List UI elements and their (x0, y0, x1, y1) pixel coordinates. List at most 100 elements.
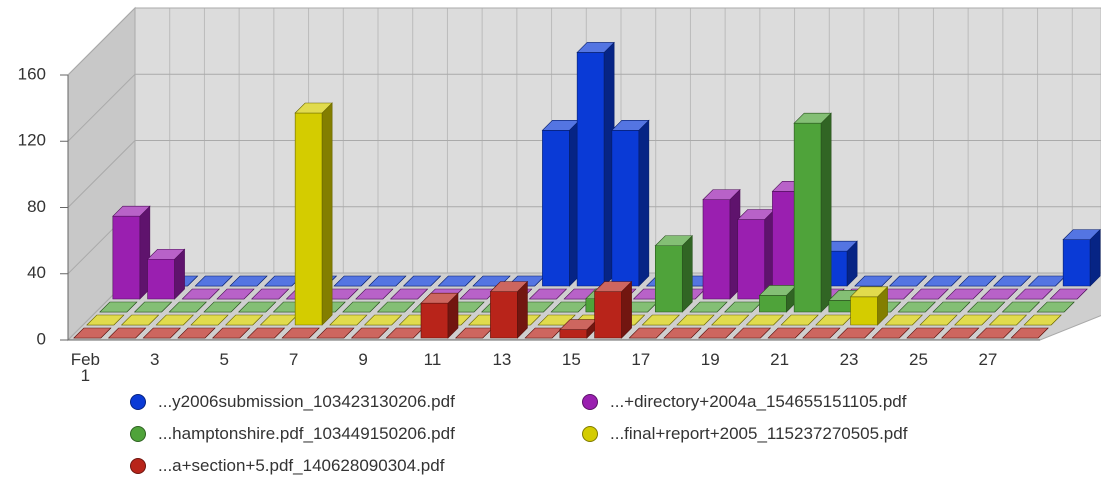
bar (142, 327, 182, 339)
legend-label: ...hamptonshire.pdf_103449150206.pdf (158, 424, 455, 443)
bar-face (1049, 288, 1088, 300)
bar (237, 301, 277, 313)
bar-face (681, 235, 693, 313)
x-tick-label: 27 (978, 350, 998, 369)
bar (654, 235, 694, 313)
bar-face (120, 314, 160, 326)
x-tick-label: 13 (492, 350, 512, 369)
bar (194, 275, 234, 287)
legend-swatch (130, 458, 146, 474)
bar (802, 327, 841, 339)
bar (958, 275, 997, 287)
bar-face (350, 327, 390, 339)
bar (489, 280, 529, 339)
legend-swatch (582, 426, 598, 442)
bar (576, 41, 615, 287)
grid-line (67, 73, 1101, 142)
x-tick-label: 5 (219, 350, 229, 369)
bar-face (793, 112, 832, 124)
bar-face (940, 327, 980, 339)
bar-face (211, 327, 251, 339)
bar-face (155, 314, 195, 326)
bar-face (850, 296, 878, 326)
bar-face (368, 275, 407, 287)
bar (628, 327, 668, 339)
bar-face (654, 245, 683, 313)
y-tick-label: 80 (27, 197, 46, 216)
bar (355, 288, 394, 300)
bar (906, 327, 945, 339)
bar (342, 301, 381, 313)
bar (133, 301, 173, 313)
bar-face (910, 288, 950, 300)
bar-face (107, 327, 147, 339)
bar-face (376, 301, 416, 313)
bar-face (420, 292, 459, 304)
bar (854, 275, 893, 287)
bar-face (945, 288, 984, 300)
bar-face (663, 327, 702, 339)
bar-face (871, 327, 911, 339)
bar (376, 301, 416, 313)
bar-face (802, 327, 841, 339)
x-tick-label: 17 (631, 350, 651, 369)
bar-face (490, 291, 518, 339)
bar (1062, 228, 1101, 287)
bar-face (194, 275, 234, 287)
bar (107, 327, 147, 339)
bar (871, 327, 911, 339)
bar-face (759, 295, 787, 313)
legend-label: ...y2006submission_103423130206.pdf (158, 392, 455, 411)
bar (1036, 301, 1075, 313)
legend-item: ...hamptonshire.pdf_103449150206.pdf (130, 424, 455, 444)
bar-face (250, 288, 290, 300)
bar-face (177, 327, 216, 339)
legend-item: ...final+report+2005_115237270505.pdf (582, 424, 907, 444)
legend-label: ...a+section+5.pdf_140628090304.pdf (158, 456, 445, 475)
y-tick-label: 120 (18, 131, 46, 150)
x-tick-label: 15 (561, 350, 581, 369)
bar (329, 314, 368, 326)
bar-face (333, 275, 372, 287)
bar-face (710, 314, 750, 326)
bar (1014, 288, 1054, 300)
bar (1023, 314, 1062, 326)
bar-face (133, 301, 173, 313)
bar-face (316, 327, 355, 339)
x-tick-label: 25 (909, 350, 928, 369)
y-tick-label: 40 (27, 263, 46, 282)
bar (611, 119, 650, 287)
bar (316, 327, 355, 339)
bar (1049, 288, 1088, 300)
bar (281, 327, 320, 339)
bar-face (654, 235, 694, 247)
bar-face (321, 102, 333, 326)
bar-face (958, 275, 997, 287)
bar-face (112, 215, 141, 300)
bar (641, 314, 681, 326)
x-tick-label: 21 (770, 350, 790, 369)
bar (979, 288, 1019, 300)
bar (945, 288, 984, 300)
bar-face (992, 275, 1032, 287)
bar-face (793, 122, 822, 313)
bar (988, 314, 1028, 326)
bar-face (542, 130, 570, 287)
bar (437, 275, 477, 287)
bar-face (676, 314, 715, 326)
bar-face (294, 102, 333, 114)
bar (350, 327, 390, 339)
bar (112, 205, 151, 300)
bar-face (732, 327, 772, 339)
bar (402, 275, 442, 287)
bar-face (342, 301, 381, 313)
bar (168, 301, 208, 313)
x-tick-label: 23 (839, 350, 859, 369)
bar-face (932, 301, 971, 313)
bar-face (897, 301, 937, 313)
bar-face (888, 275, 928, 287)
grid-line (67, 7, 1101, 76)
bar (940, 327, 980, 339)
bar-face (73, 327, 112, 339)
